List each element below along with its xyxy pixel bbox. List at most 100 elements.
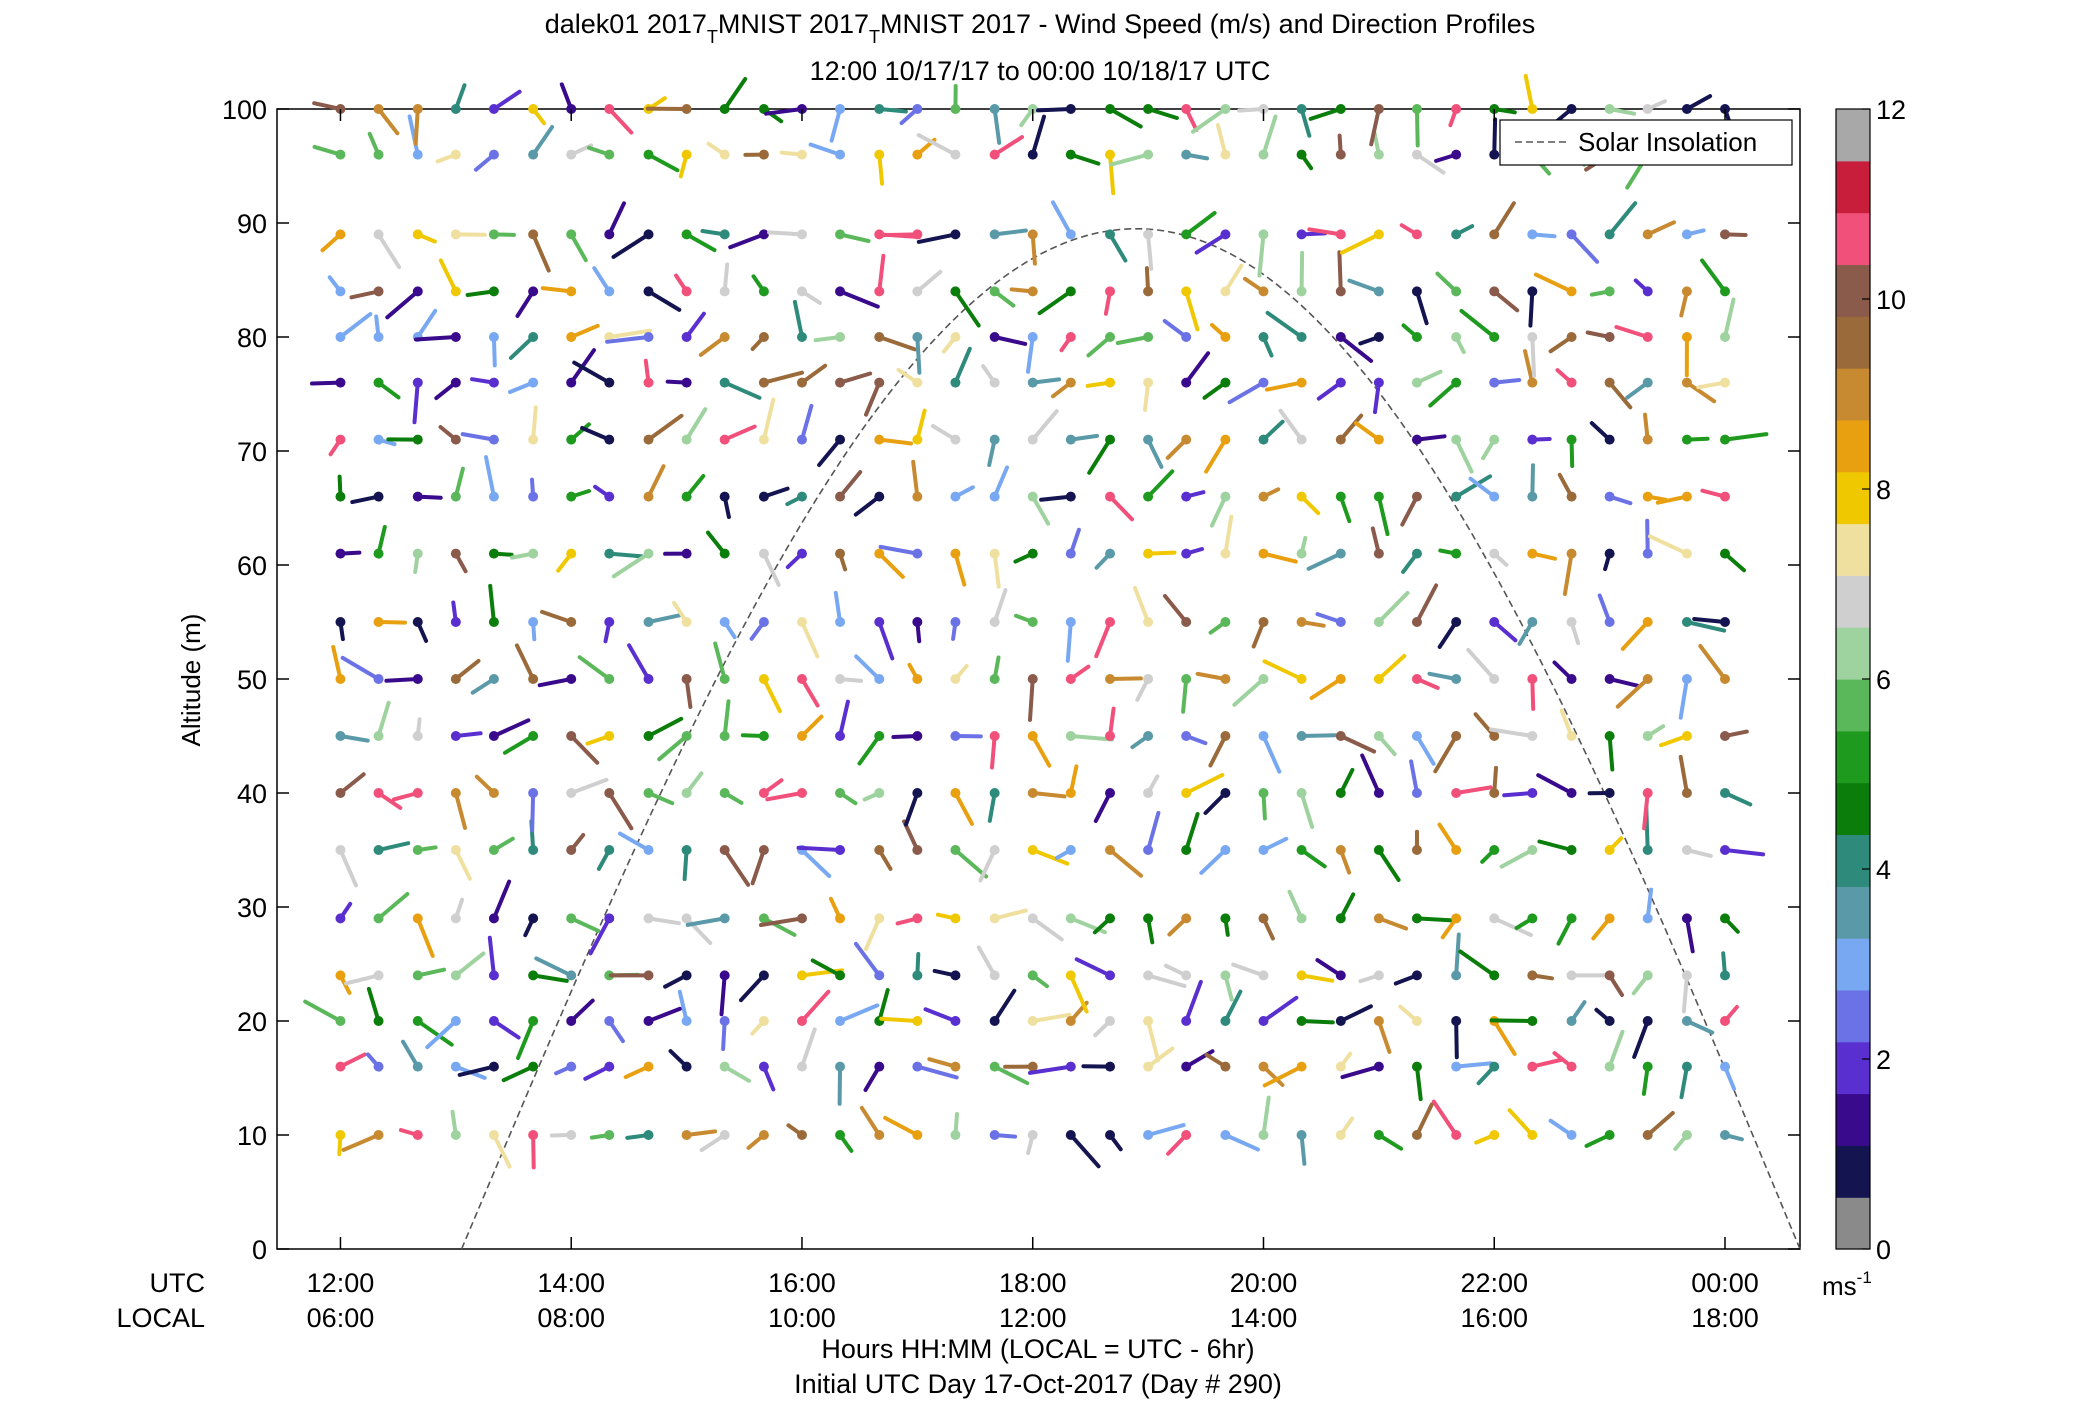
wind-barb-dot <box>1566 1016 1577 1026</box>
wind-barb-dot <box>1027 548 1038 559</box>
wind-barb <box>1181 674 1192 714</box>
y-tick-label: 100 <box>222 95 267 125</box>
wind-barb-dot <box>1105 332 1116 342</box>
wind-barb <box>1191 104 1231 134</box>
wind-barb-shaft <box>657 734 689 762</box>
wind-barb-shaft <box>1376 494 1390 536</box>
wind-barb <box>1258 114 1278 160</box>
wind-barb <box>1373 377 1384 415</box>
legend: Solar Insolation <box>1499 119 1793 166</box>
wind-barb <box>604 788 634 831</box>
wind-barb <box>1373 1016 1392 1054</box>
wind-barb-dot <box>450 731 461 741</box>
wind-barb-shaft <box>1347 278 1381 294</box>
wind-barb-shaft <box>1530 335 1537 378</box>
wind-barb <box>488 332 499 368</box>
wind-barb <box>1315 958 1346 981</box>
wind-barb-shaft <box>376 700 391 738</box>
wind-barb <box>1092 913 1116 935</box>
wind-barb-dot <box>1681 1061 1692 1072</box>
wind-barb <box>373 434 397 447</box>
wind-barb-dot <box>1451 913 1462 924</box>
wind-barb-dot <box>950 913 961 924</box>
wind-barb-dot <box>835 548 846 559</box>
wind-barb <box>1604 491 1633 506</box>
wind-barb-dot <box>1642 970 1653 981</box>
wind-barb <box>1411 829 1422 855</box>
wind-barb-shaft <box>1523 73 1535 111</box>
wind-barb <box>1115 332 1154 345</box>
wind-barb <box>950 1112 961 1140</box>
wind-barb-dot <box>1527 1016 1538 1026</box>
wind-barb-shaft <box>413 107 420 146</box>
wind-barb-shaft <box>799 677 820 708</box>
wind-barb-dot <box>528 913 539 924</box>
wind-barb <box>758 397 776 445</box>
wind-barb-shaft <box>491 718 531 738</box>
wind-barb <box>1720 229 1748 240</box>
wind-barb-dot <box>1566 913 1577 924</box>
wind-barb <box>989 655 1001 684</box>
wind-barb-shaft <box>915 269 943 294</box>
wind-barb <box>1143 774 1160 798</box>
wind-barb-dot <box>681 731 692 741</box>
wind-barb-shaft <box>1492 916 1533 937</box>
x-axis-label: Hours HH:MM (LOCAL = UTC - 6hr) <box>821 1334 1254 1364</box>
wind-barb-shaft <box>1261 114 1278 157</box>
wind-barb-dot <box>1335 229 1346 240</box>
wind-barb-dot <box>835 1061 846 1072</box>
wind-barb <box>1448 104 1462 128</box>
wind-barb-dot <box>1642 617 1653 627</box>
wind-barb-dot <box>1566 731 1577 741</box>
wind-barb-dot <box>835 674 846 684</box>
wind-barb <box>1027 409 1059 445</box>
wind-barb-dot <box>950 617 961 627</box>
wind-barb-shaft <box>1499 848 1535 869</box>
wind-barb-dot <box>1489 1130 1500 1140</box>
wind-barb <box>1720 548 1746 573</box>
wind-barb <box>1109 149 1154 167</box>
wind-barb-shaft <box>1030 734 1052 768</box>
wind-barb-shaft <box>796 845 843 852</box>
wind-barb <box>625 1130 654 1140</box>
wind-barb <box>556 548 577 573</box>
wind-barb <box>1347 278 1384 297</box>
wind-barb-shaft <box>1454 932 1461 978</box>
wind-barb-shaft <box>1030 791 1067 799</box>
wind-barb <box>438 258 461 297</box>
wind-barb-dot <box>1604 913 1615 924</box>
wind-barb <box>1411 674 1440 690</box>
wind-barb-dot <box>373 149 384 160</box>
wind-barb <box>859 1105 885 1140</box>
wind-barb-shaft <box>491 1133 512 1169</box>
wind-barb-shaft <box>1414 107 1420 148</box>
wind-barb <box>1589 286 1615 297</box>
wind-barb-shaft <box>953 848 989 879</box>
wind-barb-shaft <box>627 643 651 681</box>
wind-barb-dot <box>1604 1130 1615 1140</box>
wind-barb-dot <box>488 617 499 627</box>
wind-barb-shaft <box>534 956 574 978</box>
wind-barb-dot <box>1220 434 1231 445</box>
wind-barb-dot <box>373 434 384 445</box>
wind-barb <box>508 377 539 394</box>
wind-barb-dot <box>1604 788 1615 798</box>
wind-barb <box>1400 491 1422 527</box>
wind-barb <box>950 845 989 879</box>
wind-barb <box>596 845 615 871</box>
wind-barb-dot <box>681 332 692 342</box>
wind-barb <box>1411 104 1422 148</box>
wind-barb-shaft <box>1030 114 1046 157</box>
wind-barb <box>373 788 403 810</box>
wind-barb-dot <box>1065 491 1076 502</box>
wind-barb-dot <box>796 434 807 445</box>
wind-barb-dot <box>1143 229 1154 240</box>
wind-barb-dot <box>1027 788 1038 798</box>
wind-barb-dot <box>450 1016 461 1026</box>
wind-barb-dot <box>912 845 923 855</box>
wind-barb <box>1143 913 1155 945</box>
utc-row-label: UTC <box>150 1268 206 1298</box>
wind-barb <box>1296 845 1327 869</box>
wind-barb <box>1065 527 1081 559</box>
wind-barb <box>412 617 429 643</box>
